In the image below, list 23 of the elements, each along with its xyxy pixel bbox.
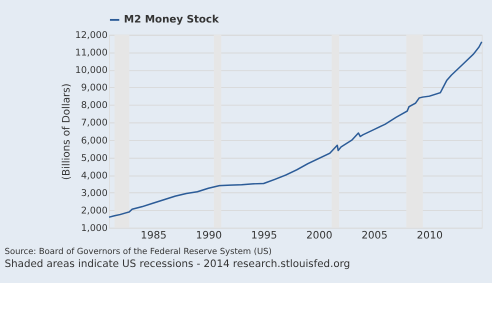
y-tick-label: 10,000 [75,65,108,76]
x-tick-label: 1995 [251,229,278,242]
text: Shaded areas indicate US recessions - 2014 research.stlouisfed.org [4,258,350,270]
y-tick-label: 6,000 [81,135,108,146]
legend-label: M2 Money Stock [124,14,220,26]
line-series [108,41,482,218]
y-axis-title: (Billions of Dollars) [60,83,72,180]
y-tick-label: 7,000 [81,118,108,129]
y-tick-label: 8,000 [81,100,108,112]
y-tick-label: 2,000 [81,205,108,216]
y-tick-label: 4,000 [81,170,108,182]
y-tick-label: 9,000 [81,82,108,94]
x-tick-label: 1990 [196,229,222,242]
x-tick-label: 1985 [140,229,167,242]
x-tick-label: 2000 [306,229,332,242]
x-tick-label: 2005 [362,229,388,242]
y-tick-label: 12,000 [75,30,108,42]
y-tick-label: 1,000 [81,222,108,234]
x-tick-label: 2010 [416,229,443,242]
y-tick-label: 5,000 [81,152,108,164]
y-tick-label: 3,000 [81,188,108,199]
y-tick-label: 11,000 [75,48,108,59]
source-note: Source: Board of Governors of the Federal Reserve System (US) [4,246,272,256]
